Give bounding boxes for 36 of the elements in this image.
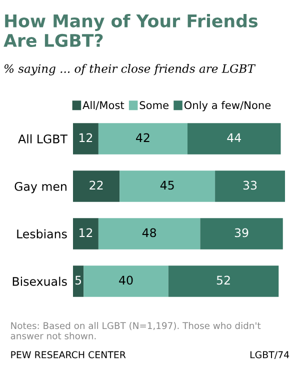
bar (98, 218, 200, 250)
chart-subtitle: % saying ... of their close friends are LGBT (4, 64, 256, 76)
bar (84, 266, 168, 297)
data-label: 22 (90, 180, 103, 190)
bar (215, 170, 285, 202)
bar (168, 266, 279, 297)
bar (73, 123, 98, 154)
data-label: 40 (119, 276, 133, 285)
y-tick-label: Lesbians (17, 229, 67, 238)
y-tick-label: Bisexuals (12, 276, 67, 286)
bar (187, 123, 281, 154)
data-label: 44 (227, 133, 241, 142)
text: PEW RESEARCH CENTER (11, 351, 126, 358)
y-tick-label: All LGBT (18, 134, 68, 144)
data-label: 12 (80, 133, 92, 142)
bar (73, 218, 98, 250)
text: Notes: Based on all LGBT (N=1,197). Those who didn't answer not shown. (10, 322, 261, 340)
bar (73, 170, 120, 202)
chart-title: How Many of Your Friends Are LGBT? (4, 14, 258, 48)
data-label: 33 (243, 180, 257, 190)
data-label: 12 (80, 228, 92, 238)
data-label: 48 (142, 228, 156, 238)
y-tick-label: Gay men (14, 182, 66, 194)
data-label: 39 (234, 228, 248, 238)
bar (200, 218, 283, 250)
legend-label: All/Most (82, 100, 124, 110)
legend-label: Some (140, 101, 168, 110)
bar (120, 170, 216, 202)
data-label: 45 (160, 180, 174, 190)
legend-label: Only a few/None (184, 100, 271, 112)
bar (98, 123, 188, 154)
data-label: 42 (136, 133, 150, 142)
data-label: 52 (216, 276, 230, 285)
bar (73, 266, 84, 297)
data-label: 5 (75, 276, 82, 285)
text: LGBT/74 (250, 351, 290, 360)
